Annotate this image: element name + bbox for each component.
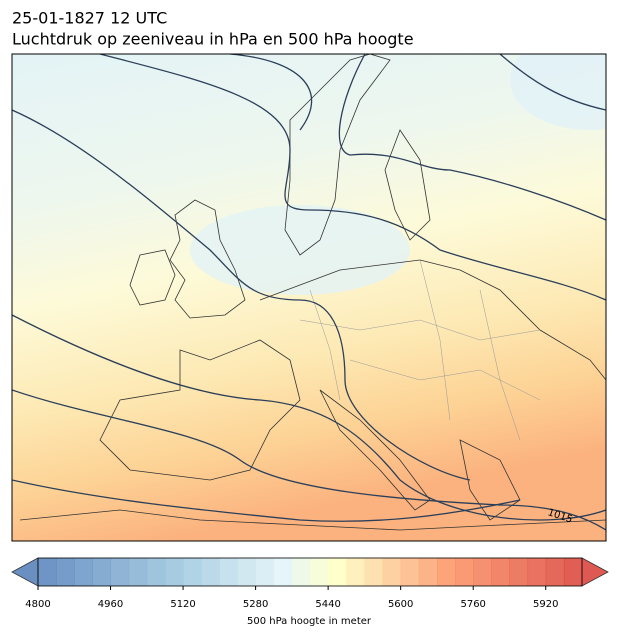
colorbar-bin xyxy=(346,558,365,586)
colorbar-tick-label: 5920 xyxy=(533,599,558,610)
colorbar-bin xyxy=(164,558,184,586)
colorbar-bin xyxy=(400,558,420,586)
colorbar-bin xyxy=(545,558,565,586)
colorbar-tick-label: 5120 xyxy=(170,599,195,610)
colorbar-bin xyxy=(328,558,347,586)
colorbar-bin xyxy=(237,558,257,586)
colorbar-bin xyxy=(563,558,583,586)
colorbar-bin xyxy=(509,558,529,586)
colorbar-bin xyxy=(291,558,311,586)
colorbar-bin xyxy=(128,558,148,586)
colorbar-bin xyxy=(382,558,402,586)
colorbar-bin xyxy=(92,558,112,586)
colorbar-tick-label: 5280 xyxy=(243,599,268,610)
colorbar-bin xyxy=(473,558,492,586)
colorbar-bin xyxy=(56,558,75,586)
colorbar-bin xyxy=(146,558,166,586)
colorbar-extend xyxy=(11,557,39,587)
colorbar-bin xyxy=(436,558,456,586)
colorbar-bin xyxy=(273,558,293,586)
colorbar-bin xyxy=(364,558,384,586)
colorbar-extend xyxy=(581,557,609,587)
colorbar-bin xyxy=(219,558,238,586)
colorbar-tick-label: 4800 xyxy=(25,599,50,610)
colorbar-bin xyxy=(455,558,474,586)
title: 25-01-1827 12 UTC xyxy=(12,9,167,28)
colorbar-tick-label: 5440 xyxy=(315,599,340,610)
colorbar-bin xyxy=(110,558,130,586)
map-frame xyxy=(11,53,607,542)
colorbar-frame xyxy=(37,557,583,587)
colorbar-tick-label: 5760 xyxy=(460,599,485,610)
colorbar-bin xyxy=(201,558,220,586)
colorbar-bin xyxy=(491,558,510,586)
colorbar-bin xyxy=(255,558,275,586)
map: 1015 xyxy=(12,54,606,541)
colorbar-bin xyxy=(38,558,57,586)
colorbar: 4800 4960 5120 5280 5440 5600 5760 5920 xyxy=(11,557,609,610)
colorbar-tick-label: 5600 xyxy=(388,599,413,610)
colorbar-bin xyxy=(527,558,547,586)
colorbar-label: 500 hPa hoogte in meter xyxy=(247,616,372,627)
colorbar-bin xyxy=(74,558,93,586)
subtitle: Luchtdruk op zeeniveau in hPa en 500 hPa… xyxy=(12,30,414,49)
colorbar-bin xyxy=(310,558,329,586)
colorbar-bin xyxy=(418,558,438,586)
colorbar-bin xyxy=(183,558,202,586)
colorbar-tick-label: 4960 xyxy=(98,599,123,610)
